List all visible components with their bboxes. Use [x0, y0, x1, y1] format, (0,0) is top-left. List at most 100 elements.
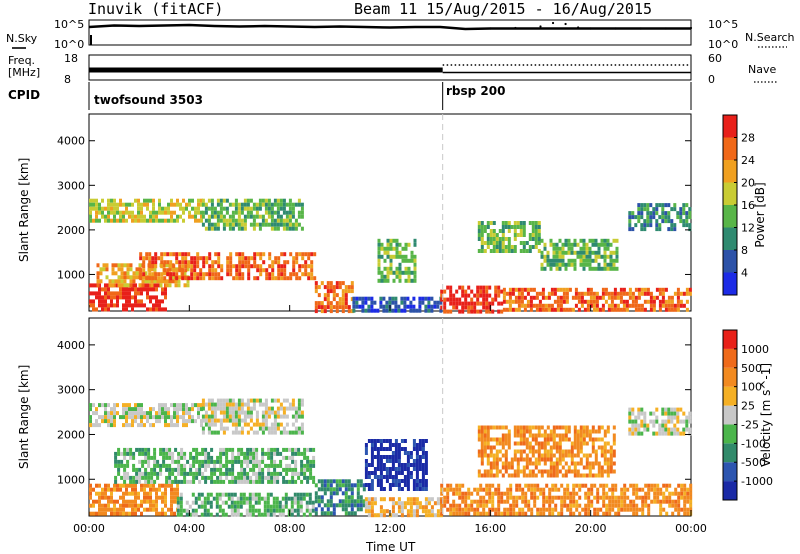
power-cell: [193, 276, 197, 281]
power-cell: [531, 233, 535, 237]
velocity-cell: [620, 507, 624, 512]
power-cell: [603, 238, 607, 243]
velocity-cell: [143, 411, 146, 416]
power-cell: [410, 278, 414, 283]
velocity-cell: [198, 467, 202, 472]
velocity-cell: [522, 425, 526, 430]
power-cell: [335, 309, 339, 314]
velocity-cell: [673, 415, 677, 420]
power-cell: [389, 262, 393, 267]
power-cell: [207, 218, 211, 223]
power-cell: [182, 218, 185, 223]
power-cell: [574, 295, 578, 300]
velocity-cell: [477, 469, 481, 474]
power-cell: [361, 296, 365, 301]
velocity-cell: [272, 512, 276, 517]
velocity-cell: [464, 499, 468, 504]
velocity-cell: [299, 500, 303, 505]
velocity-cell: [515, 495, 519, 500]
velocity-cell: [394, 475, 398, 479]
velocity-cell: [594, 473, 598, 478]
velocity-cell: [370, 439, 374, 443]
velocity-cell: [602, 499, 606, 504]
velocity-cell: [367, 439, 371, 443]
velocity-cell: [119, 415, 122, 420]
velocity-cell: [288, 447, 292, 452]
velocity-cell: [588, 453, 592, 458]
velocity-cell: [397, 497, 401, 502]
power-cell: [137, 287, 140, 292]
power-cell: [207, 198, 211, 203]
velocity-cell: [347, 499, 351, 504]
velocity-cell: [101, 403, 104, 408]
power-colorbar-label: 28: [741, 132, 755, 145]
power-cell: [274, 260, 278, 265]
power-cell: [152, 295, 155, 300]
velocity-cell: [379, 509, 383, 514]
velocity-cell: [225, 418, 229, 423]
power-cell: [232, 276, 236, 281]
velocity-cell: [252, 402, 256, 407]
velocity-cell: [228, 414, 232, 419]
velocity-cell: [329, 491, 333, 496]
power-cell: [292, 256, 296, 261]
velocity-cell: [134, 411, 137, 416]
velocity-cell: [576, 469, 580, 474]
power-cell: [586, 307, 590, 312]
power-cell: [120, 263, 124, 268]
velocity-cell: [236, 500, 240, 505]
power-cell: [267, 198, 271, 203]
power-cell: [652, 303, 656, 308]
velocity-cell: [264, 414, 268, 419]
power-cell: [685, 203, 689, 208]
power-cell: [504, 237, 508, 241]
power-cell: [329, 289, 333, 294]
velocity-cell: [603, 461, 607, 466]
power-cell: [483, 225, 487, 229]
power-cell: [300, 206, 304, 211]
velocity-cell: [634, 431, 638, 436]
velocity-cell: [225, 398, 229, 403]
velocity-cell: [385, 475, 389, 479]
velocity-cell: [122, 503, 125, 508]
velocity-cell: [685, 419, 689, 424]
power-cell: [219, 198, 223, 203]
velocity-cell: [147, 447, 151, 452]
velocity-cell: [632, 507, 636, 512]
velocity-cell: [231, 459, 235, 464]
velocity-cell: [427, 497, 431, 502]
power-cell: [467, 301, 471, 306]
power-cell: [516, 221, 520, 225]
velocity-cell: [272, 504, 276, 509]
power-cell: [514, 287, 518, 292]
power-cell: [98, 287, 101, 292]
velocity-cell: [507, 441, 511, 446]
power-cell: [488, 309, 492, 314]
velocity-cell: [291, 447, 295, 452]
power-cell: [160, 260, 164, 265]
velocity-cell: [131, 487, 134, 492]
power-cell: [273, 198, 277, 203]
power-cell: [582, 258, 586, 263]
velocity-cell: [189, 463, 193, 468]
velocity-cell: [477, 473, 481, 478]
velocity-cell: [626, 507, 630, 512]
power-cell: [158, 218, 161, 223]
power-cell: [122, 218, 125, 223]
power-cell: [682, 223, 686, 228]
power-cell: [561, 262, 565, 267]
power-cell: [568, 287, 572, 292]
velocity-cell: [92, 411, 95, 416]
power-cell: [628, 211, 632, 216]
power-cell: [160, 272, 164, 277]
power-cell: [341, 305, 345, 310]
velocity-cell: [655, 431, 659, 436]
power-cell: [543, 242, 547, 247]
velocity-cell: [209, 500, 213, 505]
power-cell: [237, 210, 241, 215]
velocity-cell: [209, 492, 213, 497]
velocity-cell: [119, 511, 122, 516]
velocity-cell: [326, 499, 330, 504]
power-cell: [169, 252, 173, 257]
velocity-cell: [446, 495, 450, 500]
